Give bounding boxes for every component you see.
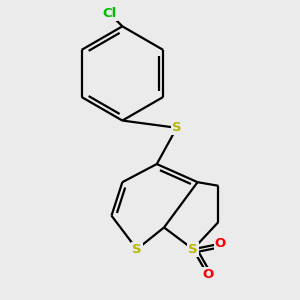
Text: Cl: Cl	[103, 7, 117, 20]
Text: O: O	[202, 268, 213, 281]
Text: S: S	[172, 121, 182, 134]
Text: S: S	[132, 243, 142, 256]
Text: S: S	[188, 243, 198, 256]
Text: O: O	[214, 237, 226, 250]
